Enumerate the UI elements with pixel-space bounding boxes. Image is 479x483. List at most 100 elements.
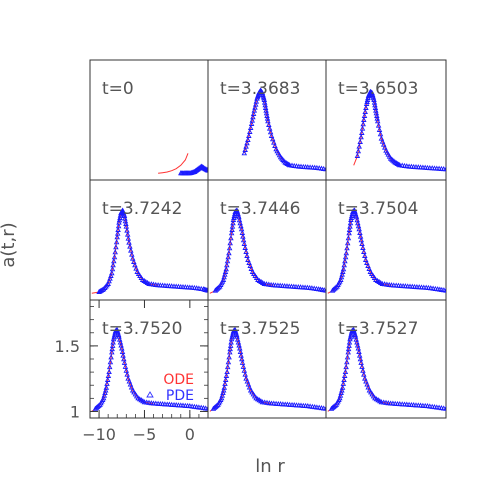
pde-point [205, 167, 208, 173]
pde-point [364, 381, 370, 387]
pde-point [323, 405, 326, 411]
pde-point [339, 387, 345, 393]
pde-point [222, 380, 228, 386]
pde-point [100, 395, 107, 401]
pde-point [116, 219, 122, 225]
pde-point [222, 376, 229, 382]
pde-point [126, 378, 133, 384]
pde-point [393, 160, 400, 166]
pde-point [361, 112, 368, 118]
pde-point [375, 122, 382, 128]
pde-point [355, 148, 362, 154]
pde-point [252, 101, 259, 107]
pde-point [339, 384, 346, 390]
pde-point [428, 285, 434, 291]
pde-point [105, 280, 111, 286]
pde-point [271, 139, 277, 145]
pde-point [359, 363, 365, 369]
pde-point [220, 389, 226, 396]
pde-point [356, 143, 362, 149]
pde-point [344, 245, 350, 251]
pde-point [220, 276, 227, 282]
pde-point [357, 229, 363, 235]
pde-point [146, 399, 152, 405]
panel-4: t=3.7242 [89, 179, 209, 301]
pde-point [269, 136, 276, 142]
pde-point [246, 259, 252, 265]
panel-time-label: t=3.7520 [102, 319, 182, 339]
pde-point [198, 404, 204, 410]
pde-point [204, 167, 208, 173]
panel-plot-area [327, 207, 446, 294]
pde-point [361, 116, 367, 122]
pde-point [224, 368, 230, 375]
pde-point [341, 372, 348, 378]
pde-point [228, 235, 234, 241]
pde-point [436, 404, 442, 410]
y-axis-label: a(t,r) [0, 222, 19, 267]
pde-point [340, 380, 347, 386]
pde-point [239, 229, 246, 235]
pde-point [131, 258, 137, 264]
pde-point [238, 226, 245, 232]
pde-point [229, 226, 235, 232]
pde-point [340, 266, 347, 272]
pde-point [356, 348, 362, 355]
pde-point [103, 384, 110, 390]
pde-point [346, 342, 352, 348]
pde-point [127, 243, 133, 249]
pde-point [443, 405, 446, 411]
pde-point [127, 381, 134, 387]
axes-layer: ln r a(t,r) −10 −5 0 1 1.5 [0, 222, 285, 477]
pde-point [244, 378, 251, 384]
pde-point [248, 265, 255, 271]
panel-plot-area [209, 327, 326, 412]
pde-point [362, 252, 368, 258]
pde-point [239, 356, 245, 362]
pde-point [126, 239, 132, 245]
pde-point [125, 375, 131, 381]
pde-point [342, 258, 348, 264]
pde-point [237, 348, 244, 355]
pde-point [344, 240, 351, 246]
pde-point [285, 161, 292, 167]
pde-point [113, 244, 119, 250]
pde-point [229, 223, 236, 229]
pde-point [266, 125, 273, 131]
pde-point [107, 359, 114, 365]
pde-point [119, 348, 126, 355]
pde-point [443, 166, 446, 172]
pde-point [240, 363, 247, 369]
pde-point [104, 376, 111, 382]
pde-point [218, 395, 225, 401]
pde-point [338, 276, 344, 282]
pde-point [242, 244, 248, 250]
pde-point [377, 131, 384, 137]
pde-point [352, 209, 358, 215]
pde-point [106, 278, 112, 284]
pde-point [347, 220, 354, 226]
panel-8: t=3.7525 [207, 299, 327, 419]
pde-point [224, 364, 231, 370]
pde-point [110, 262, 116, 268]
pde-point [267, 129, 274, 135]
pde-point [344, 359, 350, 365]
pde-point [222, 268, 229, 274]
pde-point [109, 346, 115, 352]
pde-point [307, 403, 313, 409]
panel-plot-area [327, 327, 446, 412]
pde-point [360, 367, 366, 373]
pde-point [109, 342, 116, 348]
pde-point [357, 233, 364, 239]
pde-point [361, 371, 367, 377]
panel-time-label: t=3.7527 [338, 319, 418, 339]
pde-point [397, 162, 403, 168]
pde-point [309, 285, 315, 291]
panel-2: t=3.3683 [207, 59, 327, 181]
pde-point [247, 128, 253, 134]
pde-point [228, 339, 234, 345]
pde-point [337, 395, 343, 401]
pde-point [286, 162, 293, 168]
